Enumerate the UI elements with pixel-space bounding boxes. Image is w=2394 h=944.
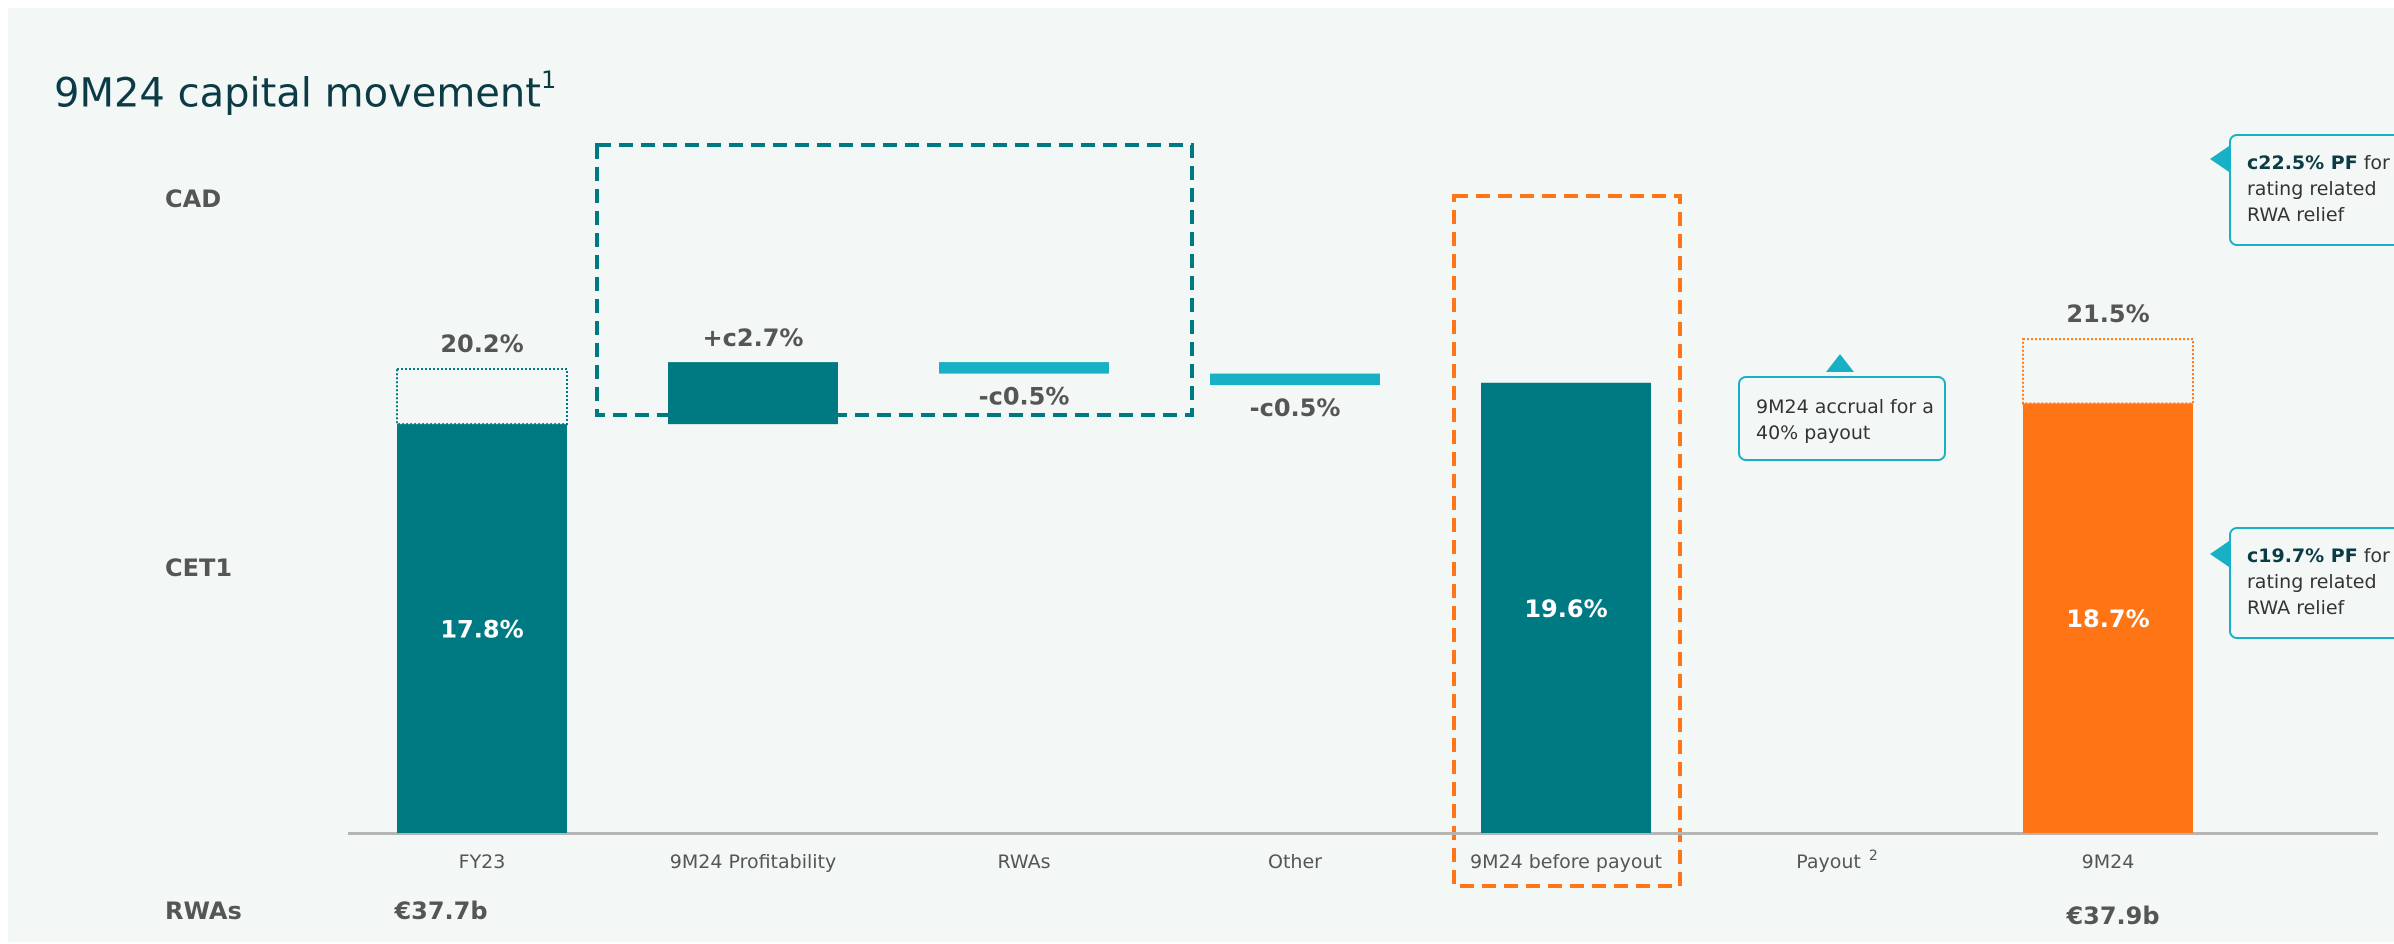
cet1-pf-text: for rating related RWA relief [2247, 545, 2390, 619]
cad-label-0: 20.2% [440, 330, 523, 358]
tick-label-5: Payout 2 [1796, 848, 1878, 873]
bar-label-2: -c0.5% [979, 383, 1070, 411]
payout-callout: 9M24 accrual for a 40% payout [1738, 376, 1946, 461]
payout-callout-text: 9M24 accrual for a 40% payout [1756, 396, 1934, 444]
cad-pf-callout: c22.5% PF for rating related RWA relief [2229, 134, 2394, 246]
page-title: 9M24 capital movement1 [54, 66, 557, 117]
tick-label-6: 9M24 [2082, 851, 2135, 873]
cet1-pf-value: c19.7% PF [2247, 545, 2358, 567]
row-label-cet1: CET1 [165, 554, 233, 582]
tick-label-1: 9M24 Profitability [670, 851, 837, 873]
bar-0 [397, 424, 567, 833]
bar-label-1: +c2.7% [703, 324, 804, 352]
rwa-value-fy23: €37.7b [394, 897, 488, 925]
bar-3 [1210, 373, 1380, 386]
rwa-value-9m24: €37.9b [2066, 902, 2160, 930]
tick-label-4: 9M24 before payout [1470, 851, 1662, 873]
highlight-box-drivers [595, 143, 1194, 417]
cad-segment-6 [2022, 338, 2194, 405]
tick-label-3: Other [1268, 851, 1322, 873]
highlight-box-before-payout [1452, 194, 1682, 888]
cet1-callout-pointer [2210, 541, 2229, 567]
row-label-rwas: RWAs [165, 897, 242, 925]
bar-2 [939, 362, 1109, 374]
row-label-cad: CAD [165, 185, 222, 213]
payout-callout-pointer [1826, 354, 1854, 372]
bar-1 [668, 362, 838, 425]
cad-segment-0 [396, 368, 568, 426]
bar-6 [2023, 403, 2193, 833]
cet1-pf-callout: c19.7% PF for rating related RWA relief [2229, 527, 2394, 639]
cad-callout-pointer [2210, 146, 2229, 172]
bar-label-0: 17.8% [440, 616, 523, 644]
title-footnote: 1 [540, 66, 557, 94]
cad-pf-value: c22.5% PF [2247, 152, 2358, 174]
tick-label-2: RWAs [997, 851, 1050, 873]
cad-pf-text: for rating related RWA relief [2247, 152, 2390, 226]
tick-label-0: FY23 [459, 851, 506, 873]
cad-label-6: 21.5% [2066, 300, 2149, 328]
bar-label-4: 19.6% [1524, 595, 1607, 623]
bar-label-6: 18.7% [2066, 605, 2149, 633]
bar-4 [1481, 382, 1651, 833]
bar-label-3: -c0.5% [1250, 394, 1341, 422]
